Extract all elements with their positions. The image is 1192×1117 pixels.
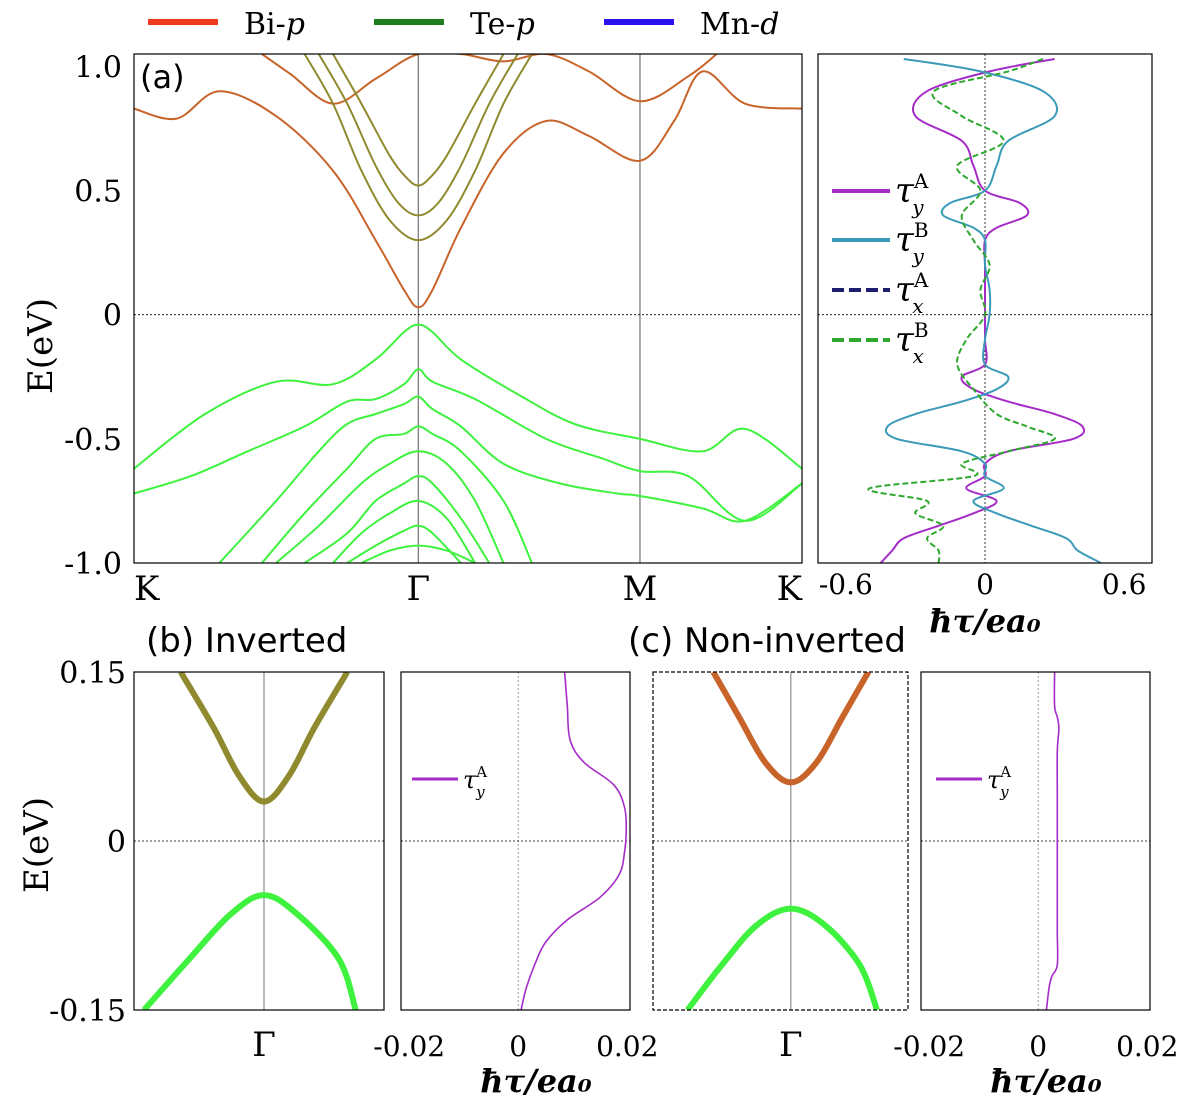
ytick-b-2: -0.15 <box>49 994 126 1029</box>
ytick-b-1: 0 <box>107 825 126 860</box>
xtick-at-1: 0 <box>976 568 994 601</box>
plot-frame-c <box>652 671 909 1011</box>
ytick-b-0: 0.15 <box>59 656 126 691</box>
ytick-a-1: 0.5 <box>74 175 122 210</box>
xtick-ct-2: 0.02 <box>1116 1030 1178 1063</box>
legend-label-ty-a: τA y <box>895 169 929 219</box>
band-lines-c <box>653 672 908 1010</box>
torque-a-series-3 <box>867 58 1056 563</box>
torque-legend-a: τA y τB y τA x τB x <box>832 169 929 368</box>
xtick-ct-1: 0 <box>1029 1030 1047 1063</box>
band-b-vb <box>141 892 359 1010</box>
legend-label-b-ty-a: τA y <box>463 763 487 801</box>
plot-frame-b <box>133 671 385 1011</box>
orbital-legend: Bi-p Te-p Mn-d <box>148 7 779 42</box>
xtick-a-3: K <box>777 569 803 609</box>
legend-label-ty-b: τB y <box>895 218 929 268</box>
torque-lines-c <box>921 672 1150 1010</box>
ylabel-a: E(eV) <box>21 298 61 394</box>
band-b-cb <box>178 672 350 805</box>
legend-label-mn-d: Mn-d <box>700 7 779 42</box>
torque-legend-b: τA y <box>412 763 487 801</box>
band-c-cb <box>710 672 872 786</box>
band-a-vb8 <box>346 524 462 563</box>
torque-b-series-0 <box>520 672 628 1010</box>
band-a-vb6 <box>304 475 491 563</box>
band-a-vb2 <box>134 368 802 522</box>
xtick-ct-0: -0.02 <box>893 1030 965 1063</box>
band-a-cb3 <box>317 54 519 217</box>
legend-label-bi-p: Bi-p <box>244 7 305 42</box>
torque-lines-b <box>401 672 630 1010</box>
plot-frame-a <box>133 53 803 564</box>
ytick-a-2: 0 <box>103 299 122 334</box>
torque-a-series-0 <box>879 58 1086 563</box>
ytick-a-3: -0.5 <box>64 423 122 458</box>
band-lines-b <box>134 672 384 1010</box>
legend-label-te-p: Te-p <box>470 7 535 42</box>
band-a-cb1 <box>134 70 802 309</box>
legend-label-tx-a: τA x <box>895 268 929 318</box>
panel-label-a: (a) <box>140 58 185 96</box>
band-a-vb1 <box>134 323 802 470</box>
xtick-bt-1: 0 <box>509 1030 527 1063</box>
plot-frame-b-torque <box>400 671 631 1011</box>
torque-c-series-0 <box>1045 672 1060 1010</box>
torque-lines-a <box>818 54 1152 563</box>
band-a-vb9 <box>360 544 476 563</box>
xtick-c-gamma: Γ <box>779 1025 803 1065</box>
ytick-a-4: -1.0 <box>64 547 122 582</box>
band-a-vb3 <box>218 395 802 563</box>
xlabel-c-torque: ħτ/ea₀ <box>990 1062 1102 1100</box>
band-a-vb4 <box>261 425 533 563</box>
xlabel-a-torque: ħτ/ea₀ <box>929 602 1041 640</box>
xtick-a-1: Γ <box>406 569 430 609</box>
band-a-vb5 <box>275 450 505 563</box>
xtick-bt-0: -0.02 <box>373 1030 445 1063</box>
xlabel-b-torque: ħτ/ea₀ <box>480 1062 592 1100</box>
plot-frame-c-torque <box>920 671 1151 1011</box>
xtick-at-0: -0.6 <box>819 568 873 601</box>
band-a-cb2 <box>303 54 533 242</box>
band-c-vb <box>685 905 880 1010</box>
xtick-at-2: 0.6 <box>1102 568 1147 601</box>
band-a-cb4 <box>332 54 505 187</box>
xtick-a-0: K <box>134 569 160 609</box>
band-a-cb1b <box>261 54 718 105</box>
plot-frame-a-torque <box>817 53 1153 564</box>
xtick-b-gamma: Γ <box>252 1025 276 1065</box>
panel-label-b: (b) Inverted <box>146 621 347 661</box>
ytick-a-0: 1.0 <box>74 50 122 85</box>
band-a-vb7 <box>332 499 476 563</box>
xtick-bt-2: 0.02 <box>596 1030 658 1063</box>
legend-label-c-ty-a: τA y <box>987 763 1011 801</box>
torque-a-series-1 <box>884 58 1102 563</box>
legend-label-tx-b: τB x <box>895 318 929 368</box>
band-lines-a <box>134 54 802 563</box>
ylabel-b: E(eV) <box>17 797 57 893</box>
torque-legend-c: τA y <box>936 763 1011 801</box>
xtick-a-2: M <box>623 569 658 609</box>
panel-label-c: (c) Non-inverted <box>628 621 906 661</box>
